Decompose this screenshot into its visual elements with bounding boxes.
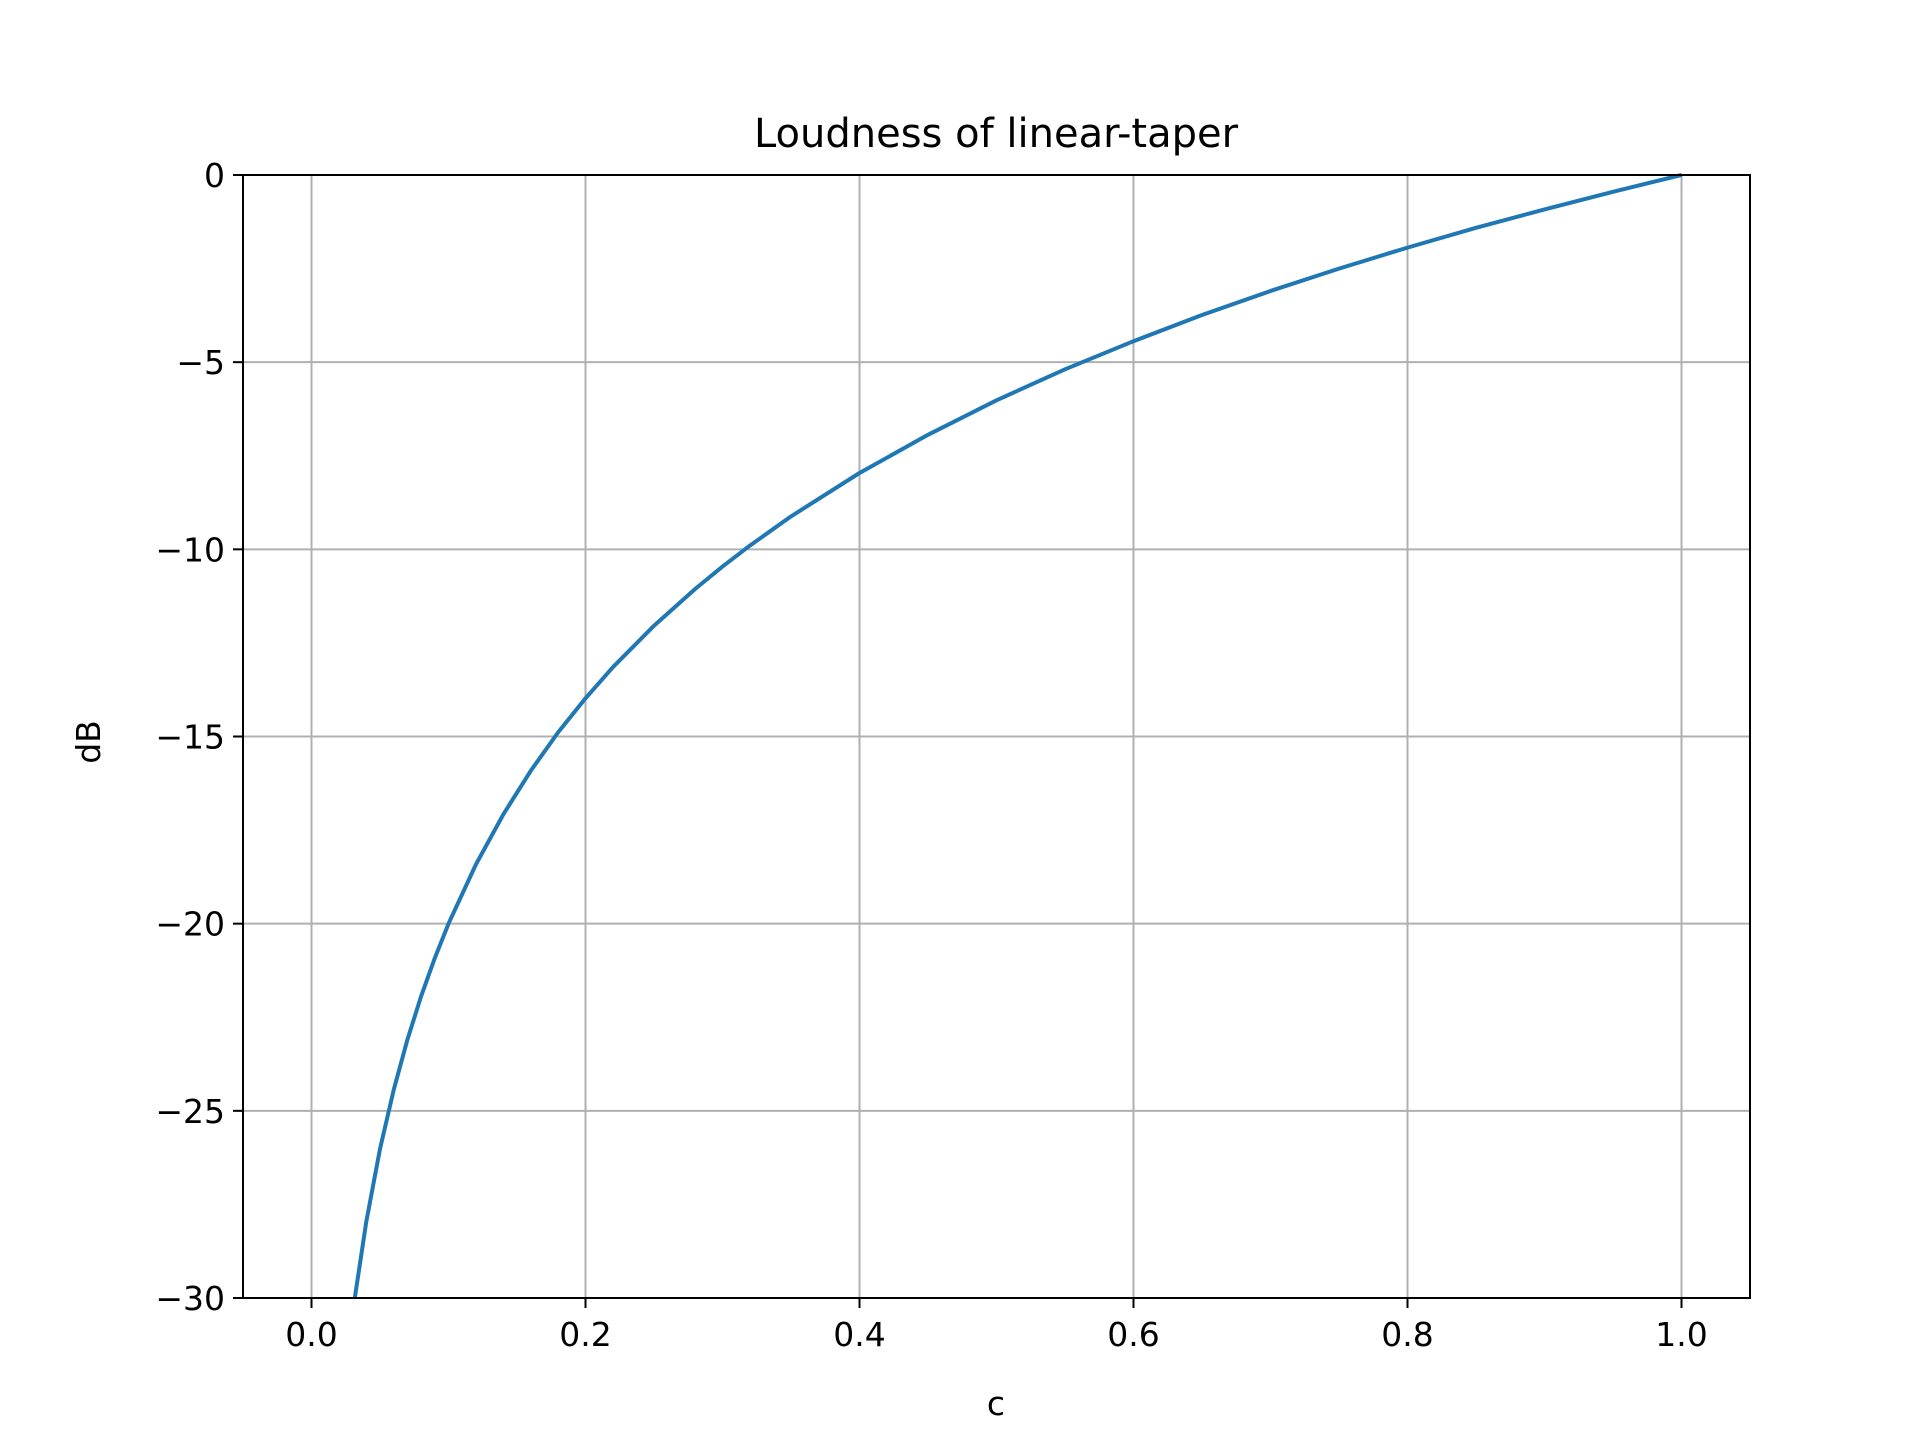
- x-tick-label: 0.2: [559, 1315, 611, 1354]
- chart-title: Loudness of linear-taper: [754, 111, 1239, 157]
- x-axis-label: c: [987, 1384, 1005, 1423]
- y-axis: 0 −5 −10 −15 −20 −25 −30: [155, 156, 243, 1318]
- y-tick-label: −25: [155, 1092, 225, 1131]
- x-tick-label: 1.0: [1655, 1315, 1707, 1354]
- x-axis: 0.0 0.2 0.4 0.6 0.8 1.0: [285, 1298, 1708, 1354]
- y-axis-label: dB: [69, 720, 108, 764]
- y-tick-label: −20: [155, 905, 225, 944]
- x-tick-label: 0.6: [1107, 1315, 1159, 1354]
- y-tick-label: −5: [176, 343, 225, 382]
- y-tick-label: −30: [155, 1279, 225, 1318]
- x-tick-label: 0.8: [1381, 1315, 1433, 1354]
- series-line: [352, 173, 1682, 1299]
- y-tick-label: −15: [155, 718, 225, 757]
- x-tick-label: 0.0: [285, 1315, 337, 1354]
- y-tick-label: 0: [204, 156, 225, 195]
- x-tick-label: 0.4: [833, 1315, 885, 1354]
- y-tick-label: −10: [155, 530, 225, 569]
- series-layer: [352, 173, 1682, 1299]
